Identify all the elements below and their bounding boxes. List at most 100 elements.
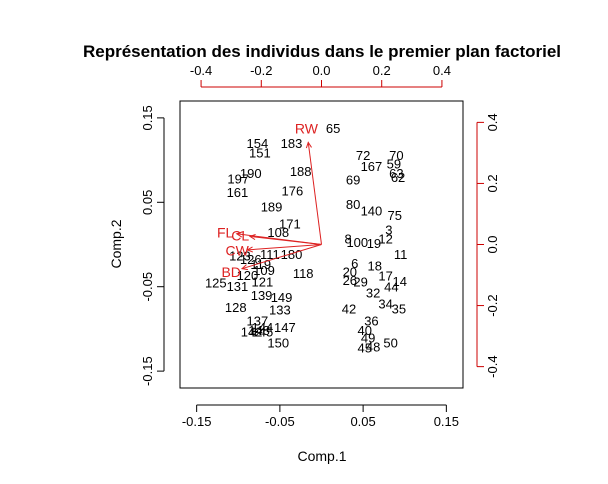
loading-label-fl: FL <box>217 224 234 240</box>
observation-label: 18 <box>368 259 382 274</box>
y-tick-label: 0.15 <box>140 105 155 130</box>
x-tick-label: -0.15 <box>182 414 212 429</box>
observation-label: 19 <box>367 236 381 251</box>
observation-label: 32 <box>366 286 380 301</box>
observation-label: 108 <box>267 225 289 240</box>
left-axis: -0.15 -0.05 0.05 0.15 <box>140 105 165 386</box>
observation-label: 20 <box>343 265 357 280</box>
bottom-axis: -0.15 -0.05 0.05 0.15 <box>182 404 459 429</box>
loading-arrowhead <box>235 231 243 238</box>
observation-label: 150 <box>267 335 289 350</box>
observation-label: 14 <box>393 274 407 289</box>
observation-label: 3 <box>385 222 392 237</box>
loading-arrowhead <box>248 233 256 241</box>
observation-label: 8 <box>345 232 352 247</box>
observation-label: 145 <box>252 324 274 339</box>
observation-label: 147 <box>274 320 296 335</box>
loading-arrow-bd <box>241 244 322 270</box>
observation-label: 121 <box>252 275 274 290</box>
observation-label: 142 <box>241 324 263 339</box>
loading-arrow-rw <box>307 142 322 245</box>
observation-label: 139 <box>251 288 273 303</box>
right-tick-label: -0.2 <box>485 294 500 316</box>
observation-label: 72 <box>356 148 370 163</box>
observation-label: 149 <box>271 290 293 305</box>
observation-label: 34 <box>378 297 392 312</box>
observation-label: 151 <box>249 145 271 160</box>
right-tick-label: 0.0 <box>485 235 500 253</box>
observation-label: 12 <box>378 232 392 247</box>
y-tick-label: -0.05 <box>140 272 155 302</box>
observation-label: 148 <box>248 323 270 338</box>
observation-label: 65 <box>326 121 340 136</box>
observation-label: 137 <box>247 313 269 328</box>
observation-label: 171 <box>279 216 301 231</box>
observation-label: 75 <box>388 208 402 223</box>
right-axis: -0.4 -0.2 0.0 0.2 0.4 <box>476 113 500 378</box>
observation-label: 100 <box>346 235 368 250</box>
observation-label: 111 <box>260 247 280 262</box>
observation-label: 125 <box>205 275 227 290</box>
right-tick-label: 0.4 <box>485 113 500 131</box>
observation-label: 188 <box>290 164 312 179</box>
observation-label: 50 <box>383 335 397 350</box>
observation-label: 109 <box>253 263 275 278</box>
observation-label: 29 <box>353 275 367 290</box>
observation-label: 176 <box>282 183 304 198</box>
observation-label: 63 <box>389 166 403 181</box>
x-axis-label: Comp.1 <box>297 448 346 464</box>
observation-label: 128 <box>225 300 247 315</box>
observation-label: 11 <box>394 247 408 262</box>
observation-label: 133 <box>269 302 291 317</box>
observation-label: 119 <box>250 257 271 272</box>
observation-label: 126 <box>240 252 262 267</box>
right-tick-label: -0.4 <box>485 355 500 377</box>
observation-label: 59 <box>387 156 401 171</box>
x-tick-label: 0.15 <box>434 414 459 429</box>
y-tick-label: 0.05 <box>140 190 155 215</box>
loading-label-cl: CL <box>231 227 249 243</box>
top-axis: -0.4 -0.2 0.0 0.2 0.4 <box>190 63 451 88</box>
observation-label: 140 <box>361 204 383 219</box>
observation-label: 26 <box>343 273 357 288</box>
top-tick-label: 0.0 <box>312 63 330 78</box>
observation-label: 183 <box>281 136 303 151</box>
observation-label: 131 <box>227 279 249 294</box>
loading-label-rw: RW <box>295 120 319 136</box>
observation-label: 45 <box>358 340 372 355</box>
observation-label: 118 <box>293 266 314 281</box>
observation-label: 62 <box>391 170 405 185</box>
observation-label: 120 <box>237 268 259 283</box>
observation-label: 180 <box>281 247 303 262</box>
loading-arrowhead <box>240 264 249 271</box>
top-tick-label: 0.4 <box>433 63 451 78</box>
observation-label: 197 <box>227 172 249 187</box>
x-tick-label: -0.05 <box>265 414 295 429</box>
observation-label: 154 <box>247 136 269 151</box>
loading-arrowhead <box>305 141 312 149</box>
y-axis-label: Comp.2 <box>108 219 124 268</box>
observation-label: 40 <box>358 323 372 338</box>
top-tick-label: -0.4 <box>190 63 212 78</box>
observation-label: 36 <box>364 313 378 328</box>
observation-label: 167 <box>361 159 383 174</box>
observation-label: 70 <box>389 148 403 163</box>
observation-label: 17 <box>378 269 392 284</box>
observation-label: 161 <box>227 185 249 200</box>
chart-title: Représentation des individus dans le pre… <box>83 42 561 61</box>
observation-label: 48 <box>366 340 380 355</box>
observation-label: 6 <box>351 256 358 271</box>
observation-label: 69 <box>346 173 360 188</box>
loading-label-bd: BD <box>221 264 240 280</box>
loading-arrow-cl <box>249 235 322 245</box>
x-tick-label: 0.05 <box>350 414 375 429</box>
right-tick-label: 0.2 <box>485 174 500 192</box>
observation-label: 80 <box>346 197 360 212</box>
y-tick-label: -0.15 <box>140 356 155 386</box>
observation-label: 42 <box>342 302 356 317</box>
observation-label: 189 <box>261 200 283 215</box>
observation-label: 144 <box>252 320 274 335</box>
